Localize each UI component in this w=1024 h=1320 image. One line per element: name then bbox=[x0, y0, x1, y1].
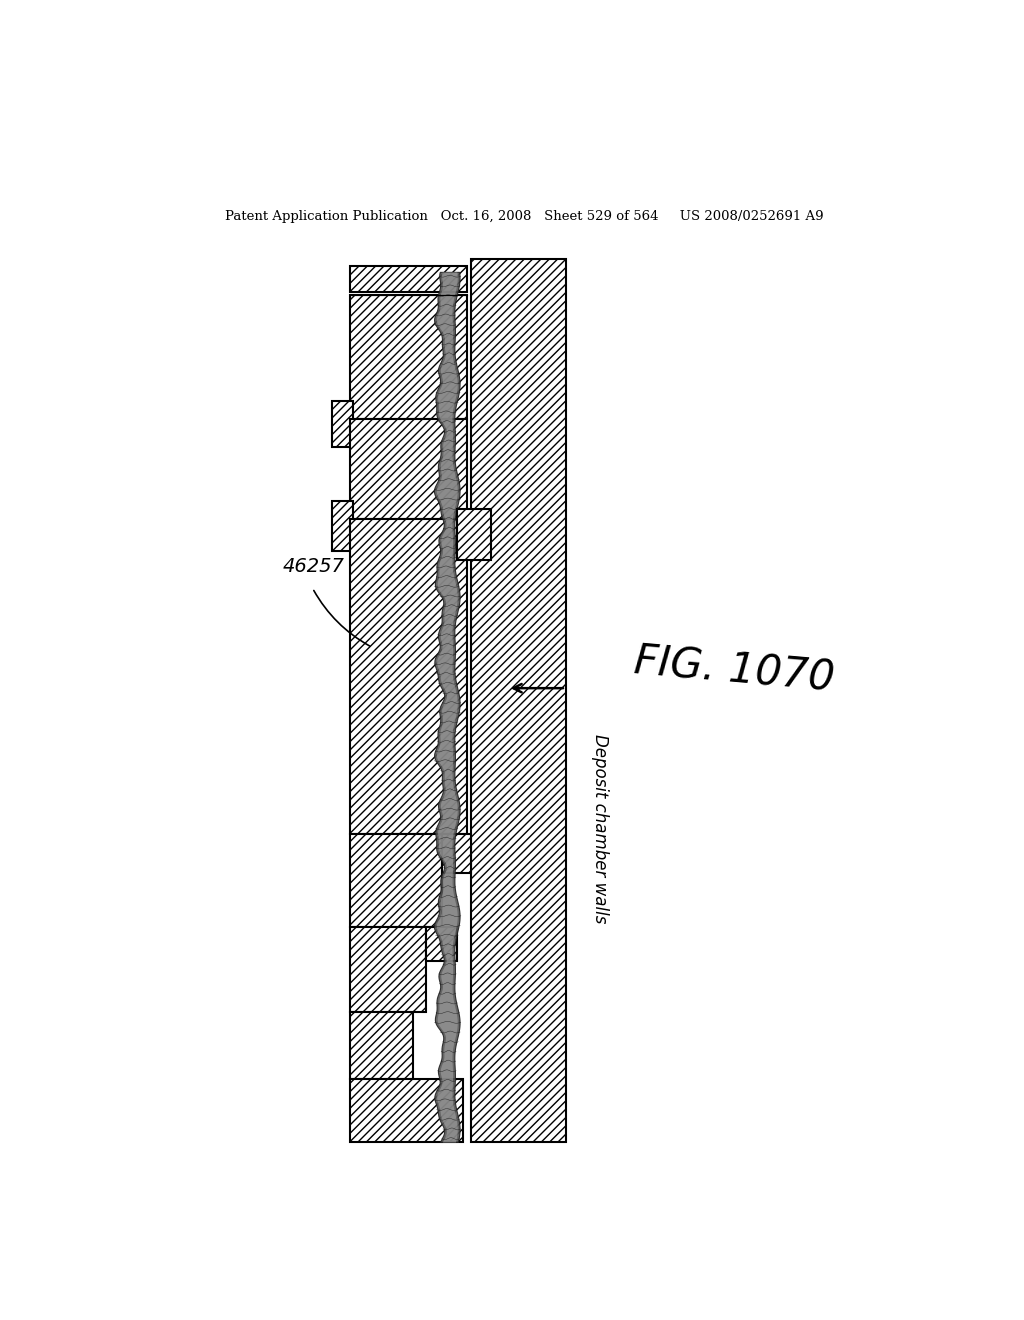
Text: FIG. 1070: FIG. 1070 bbox=[632, 640, 836, 700]
Text: Deposit chamber walls: Deposit chamber walls bbox=[592, 734, 609, 923]
Bar bbox=[442, 834, 471, 873]
Bar bbox=[350, 267, 467, 292]
Bar bbox=[332, 401, 352, 447]
Text: 46257: 46257 bbox=[283, 557, 345, 576]
Bar bbox=[350, 1078, 463, 1142]
Polygon shape bbox=[434, 272, 460, 1142]
Polygon shape bbox=[436, 272, 458, 1142]
Bar bbox=[350, 418, 467, 519]
Bar bbox=[458, 508, 490, 560]
Bar bbox=[350, 927, 426, 1011]
Text: Patent Application Publication   Oct. 16, 2008   Sheet 529 of 564     US 2008/02: Patent Application Publication Oct. 16, … bbox=[225, 210, 824, 223]
Bar bbox=[332, 502, 352, 552]
Bar bbox=[350, 1011, 414, 1078]
Bar bbox=[350, 296, 467, 418]
Bar bbox=[350, 519, 467, 834]
Bar bbox=[350, 834, 442, 927]
Bar bbox=[471, 259, 566, 1142]
Bar bbox=[426, 927, 458, 961]
